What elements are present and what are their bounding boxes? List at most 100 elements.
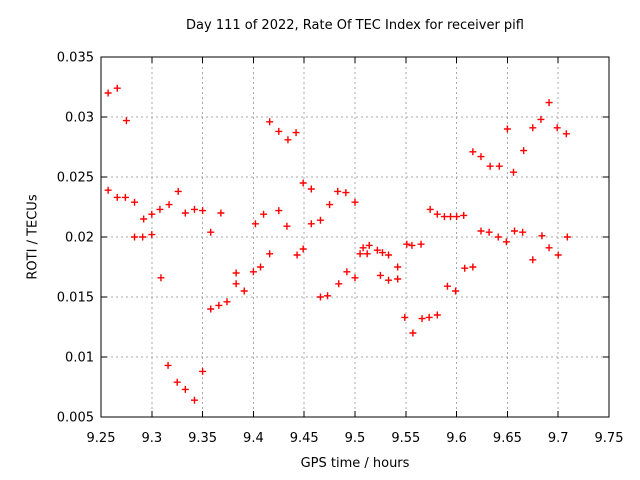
data-point-plus xyxy=(181,209,189,217)
data-point-plus xyxy=(485,228,493,236)
data-point-plus xyxy=(529,124,537,132)
data-point-plus xyxy=(426,205,434,213)
chart-title: Day 111 of 2022, Rate Of TEC Index for r… xyxy=(186,18,524,33)
data-point-plus xyxy=(486,162,494,170)
data-point-plus xyxy=(545,99,553,107)
data-point-plus xyxy=(394,275,402,283)
data-point-plus xyxy=(537,115,545,123)
data-point-plus xyxy=(469,263,477,271)
data-point-plus xyxy=(199,367,207,375)
data-point-plus xyxy=(447,213,455,221)
data-point-plus xyxy=(299,245,307,253)
data-point-plus xyxy=(335,280,343,288)
data-point-plus xyxy=(477,153,485,161)
data-point-plus xyxy=(433,311,441,319)
data-point-plus xyxy=(469,148,477,156)
data-point-plus xyxy=(174,187,182,195)
data-point-plus xyxy=(502,238,510,246)
x-tick-label: 9.4 xyxy=(243,431,264,446)
data-point-plus xyxy=(104,89,112,97)
data-point-plus xyxy=(452,287,460,295)
data-point-plus xyxy=(403,240,411,248)
data-point-plus xyxy=(461,264,469,272)
data-point-plus xyxy=(359,244,367,252)
x-tick-label: 9.65 xyxy=(493,431,522,446)
data-point-plus xyxy=(164,361,172,369)
x-tick-label: 9.75 xyxy=(595,431,624,446)
data-point-plus xyxy=(181,385,189,393)
data-point-plus xyxy=(326,201,334,209)
data-point-plus xyxy=(307,185,315,193)
data-point-plus xyxy=(207,305,215,313)
y-tick-label: 0.01 xyxy=(65,351,94,366)
data-point-plus xyxy=(356,250,364,258)
data-point-plus xyxy=(139,233,147,241)
data-point-plus xyxy=(316,216,324,224)
data-point-plus xyxy=(334,187,342,195)
data-point-plus xyxy=(293,251,301,259)
data-point-plus xyxy=(257,263,265,271)
data-point-plus xyxy=(519,228,527,236)
data-point-plus xyxy=(562,130,570,138)
data-point-plus xyxy=(157,274,165,282)
data-point-plus xyxy=(232,280,240,288)
data-point-plus xyxy=(409,329,417,337)
data-point-plus xyxy=(275,127,283,135)
data-point-plus xyxy=(494,233,502,241)
data-point-plus xyxy=(165,201,173,209)
data-point-plus xyxy=(342,189,350,197)
data-point-plus xyxy=(299,179,307,187)
data-point-plus xyxy=(563,233,571,241)
data-point-plus xyxy=(401,313,409,321)
data-point-plus xyxy=(554,251,562,259)
data-point-plus xyxy=(113,193,121,201)
data-point-plus xyxy=(140,215,148,223)
data-point-plus xyxy=(509,168,517,176)
data-point-plus xyxy=(385,276,393,284)
data-point-plus xyxy=(104,186,112,194)
data-point-plus xyxy=(131,233,139,241)
data-point-plus xyxy=(343,268,351,276)
data-point-plus xyxy=(418,315,426,323)
y-tick-label: 0.035 xyxy=(57,51,94,66)
x-tick-label: 9.7 xyxy=(548,431,569,446)
data-point-plus xyxy=(217,209,225,217)
data-point-plus xyxy=(190,205,198,213)
data-point-plus xyxy=(408,241,416,249)
data-point-plus xyxy=(113,84,121,92)
data-point-plus xyxy=(477,227,485,235)
data-point-plus xyxy=(232,269,240,277)
y-tick-label: 0.025 xyxy=(57,171,94,186)
data-point-plus xyxy=(538,232,546,240)
y-tick-label: 0.005 xyxy=(57,411,94,426)
data-point-plus xyxy=(440,213,448,221)
y-tick-label: 0.02 xyxy=(65,231,94,246)
data-point-plus xyxy=(148,231,156,239)
data-point-plus xyxy=(249,268,257,276)
data-point-plus xyxy=(363,250,371,258)
data-point-plus xyxy=(223,298,231,306)
data-point-plus xyxy=(307,220,315,228)
data-point-plus xyxy=(351,274,359,282)
data-point-plus xyxy=(292,129,300,137)
x-tick-label: 9.5 xyxy=(345,431,366,446)
x-tick-label: 9.3 xyxy=(141,431,162,446)
data-point-plus xyxy=(545,244,553,252)
data-point-plus xyxy=(131,198,139,206)
x-tick-label: 9.35 xyxy=(188,431,217,446)
data-point-plus xyxy=(122,117,130,125)
data-point-plus xyxy=(433,210,441,218)
x-tick-label: 9.6 xyxy=(446,431,467,446)
data-point-plus xyxy=(324,292,332,300)
data-point-plus xyxy=(495,162,503,170)
x-tick-label: 9.45 xyxy=(290,431,319,446)
data-point-plus xyxy=(121,193,129,201)
data-point-plus xyxy=(503,125,511,133)
data-point-plus xyxy=(240,287,248,295)
data-point-plus xyxy=(460,211,468,219)
data-point-plus xyxy=(156,205,164,213)
data-point-plus xyxy=(284,136,292,144)
data-point-plus xyxy=(553,124,561,132)
